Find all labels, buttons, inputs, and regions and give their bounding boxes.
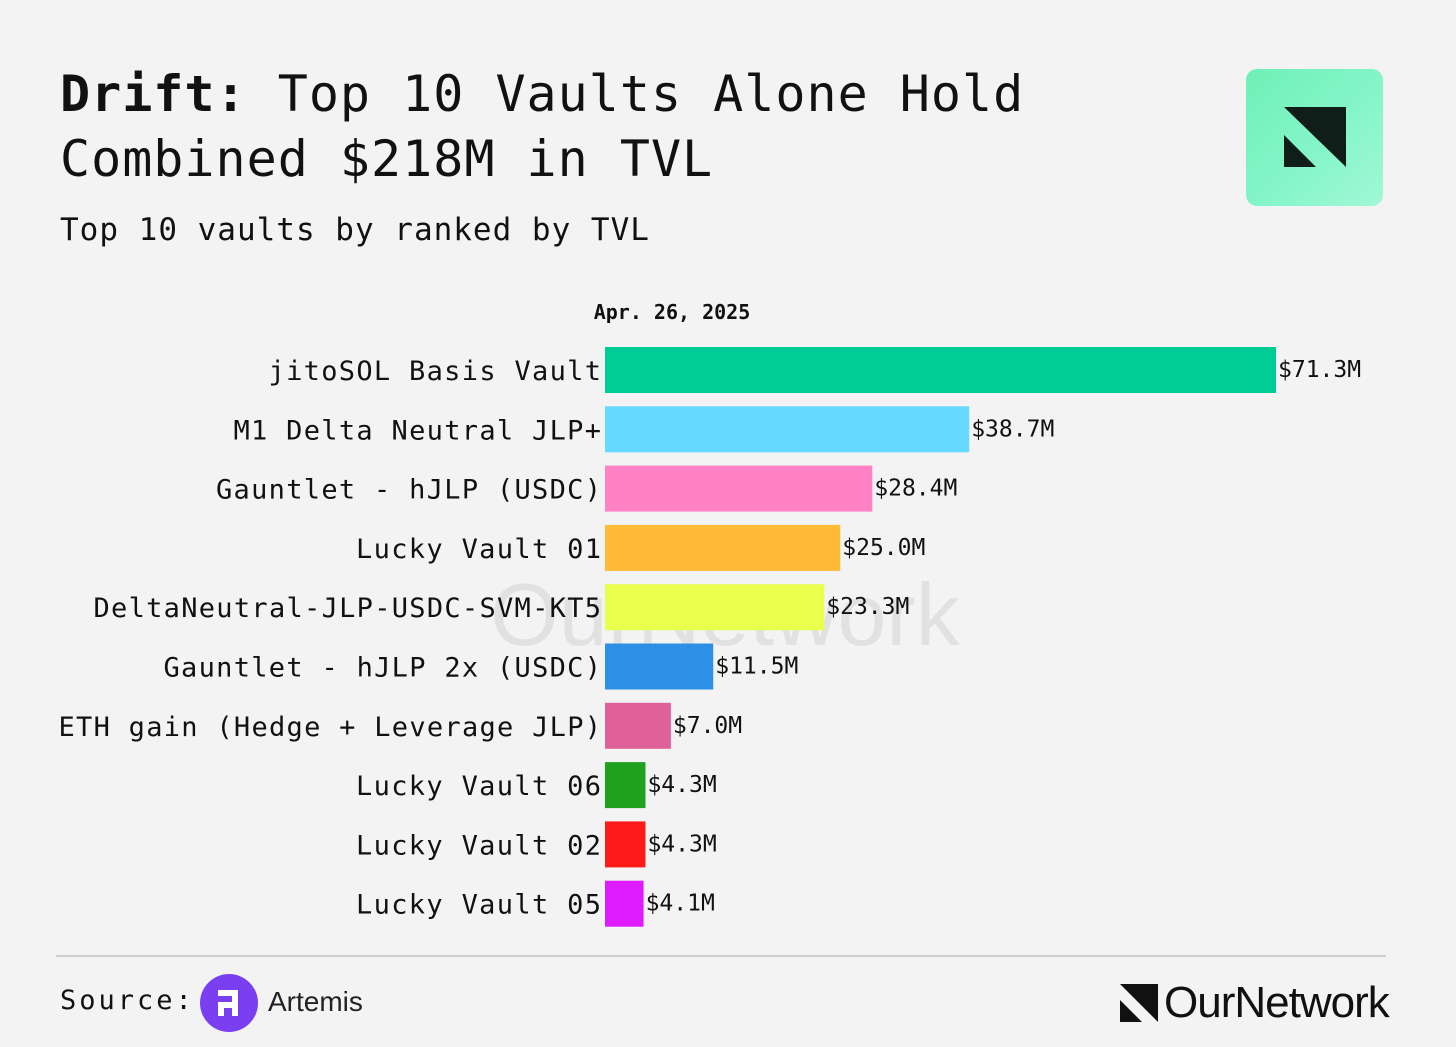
bar [605, 465, 873, 512]
value-labels-group: $71.3M $38.7M $28.4M $25.0M $23.3M $11.5M $7.0… [646, 357, 1362, 917]
bar [605, 524, 841, 571]
value-label: $11.5M [715, 654, 798, 680]
category-labels-group: jitoSOL Basis Vault M1 Delta Neutral JLP+… [59, 356, 602, 921]
bar [605, 406, 970, 453]
source-name: Artemis [268, 986, 363, 1017]
title-prefix: Drift: [60, 65, 247, 123]
brand-name: OurNetwork [1164, 978, 1390, 1027]
value-label: $28.4M [874, 476, 957, 502]
category-label: DeltaNeutral-JLP-USDC-SVM-KT5 [94, 593, 602, 624]
category-label: Lucky Vault 01 [356, 534, 601, 565]
category-label: jitoSOL Basis Vault [269, 356, 602, 387]
value-label: $4.3M [647, 831, 716, 857]
category-label: Lucky Vault 05 [356, 890, 601, 921]
bar [605, 584, 825, 631]
bars-group [605, 347, 1276, 927]
chart-subtitle: Top 10 vaults by ranked by TVL [60, 212, 650, 248]
value-label: $71.3M [1278, 357, 1361, 383]
value-label: $7.0M [673, 713, 742, 739]
category-label: ETH gain (Hedge + Leverage JLP) [59, 712, 602, 743]
bar [605, 880, 644, 927]
value-label: $25.0M [842, 535, 925, 561]
value-label: $38.7M [971, 416, 1054, 442]
footer-divider [56, 955, 1386, 957]
artemis-logo-icon [200, 974, 258, 1032]
category-label: Lucky Vault 06 [356, 771, 601, 802]
value-label: $4.3M [647, 772, 716, 798]
bar [605, 347, 1276, 393]
title-line1: Top 10 Vaults Alone Hold [246, 65, 1025, 123]
bar [605, 762, 646, 809]
source-label: Source: [60, 985, 195, 1016]
category-label: Gauntlet - hJLP 2x (USDC) [164, 653, 602, 684]
bar [605, 643, 714, 690]
ournetwork-mark-icon [1120, 984, 1158, 1022]
title-line2: Combined $218M in TVL [60, 130, 714, 188]
ournetwork-logo-icon [1246, 69, 1383, 206]
value-label: $23.3M [826, 594, 909, 620]
category-label: Lucky Vault 02 [356, 830, 601, 861]
value-label: $4.1M [646, 891, 715, 917]
date-label: Apr. 26, 2025 [594, 300, 751, 324]
category-label: M1 Delta Neutral JLP+ [234, 415, 602, 446]
chart-title: Drift: Top 10 Vaults Alone Hold Combined … [60, 62, 1140, 192]
bar [605, 821, 646, 868]
category-label: Gauntlet - hJLP (USDC) [216, 475, 601, 506]
bar [605, 702, 671, 749]
